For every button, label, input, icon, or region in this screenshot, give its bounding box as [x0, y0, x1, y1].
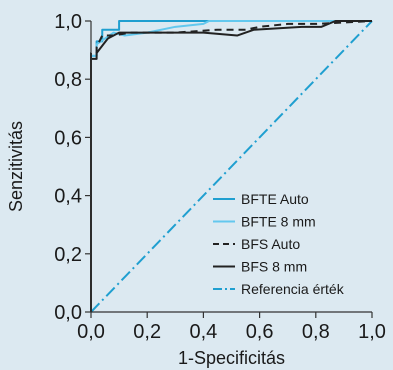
plot-lines [90, 20, 373, 313]
x-tick-label: 1,0 [358, 321, 386, 343]
legend-label: BFS Auto [241, 236, 300, 252]
x-tick-label: 0,2 [133, 321, 161, 343]
x-ticks: 0,0 0,2 0,4 0,6 0,8 1,0 [77, 312, 386, 343]
series-line-5 [90, 20, 373, 313]
y-tick-label: 0,0 [54, 302, 82, 324]
x-tick-label: 0,4 [189, 321, 217, 343]
x-axis-title: 1-Specificitás [178, 348, 285, 368]
x-tick-label: 0,0 [77, 321, 105, 343]
legend-label: BFTE 8 mm [241, 214, 316, 230]
legend-label: BFTE Auto [241, 191, 309, 207]
y-tick-label: 1,0 [54, 11, 82, 33]
legend-label: Referencia érték [241, 281, 345, 297]
y-axis-title: Senzitivitás [6, 121, 26, 212]
y-tick-label: 0,6 [54, 127, 82, 149]
x-tick-label: 0,6 [246, 321, 274, 343]
legend: BFTE Auto BFTE 8 mm BFS Auto BFS 8 mm Refere… [213, 191, 345, 297]
x-tick-label: 0,8 [302, 321, 330, 343]
legend-label: BFS 8 mm [241, 259, 307, 275]
y-tick-label: 0,2 [54, 244, 82, 266]
series-line-4 [90, 20, 372, 312]
y-tick-label: 0,8 [54, 69, 82, 91]
y-tick-label: 0,4 [54, 186, 82, 208]
y-ticks: 0,0 0,2 0,4 0,6 0,8 1,0 [54, 11, 91, 324]
